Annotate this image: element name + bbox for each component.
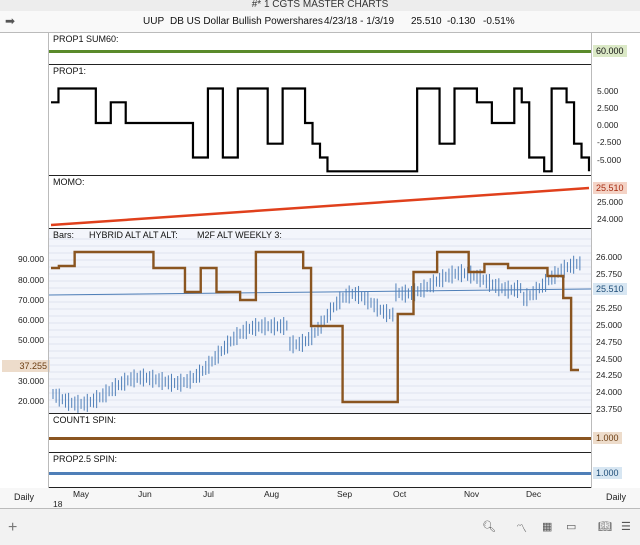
prop1-tick-5: -5.000 bbox=[597, 155, 622, 165]
panel-count1[interactable]: COUNT1 SPIN: bbox=[49, 414, 591, 453]
forward-arrow-icon[interactable]: ➡ bbox=[5, 14, 16, 28]
prop25-value-badge: 1.000 bbox=[593, 467, 622, 479]
time-axis[interactable]: Daily Daily 18 May Jun Jul Aug Sep Oct Nov Dec bbox=[0, 488, 640, 509]
left-tick-90: 90.000 bbox=[18, 254, 44, 264]
period-right[interactable]: Daily bbox=[606, 492, 627, 502]
right-tick-25750: 25.750 bbox=[596, 269, 622, 279]
prop1-series-line bbox=[51, 87, 591, 173]
left-scale-border bbox=[48, 33, 49, 508]
main-chart bbox=[49, 238, 591, 413]
right-scale-border bbox=[591, 33, 592, 508]
right-tick-25250: 25.250 bbox=[596, 303, 622, 313]
prop1-tick-3: 0.000 bbox=[597, 120, 619, 130]
main-label-hybrid: HYBRID ALT ALT ALT: bbox=[89, 230, 178, 240]
left-tick-80: 80.000 bbox=[18, 275, 44, 285]
month-label: Nov bbox=[464, 489, 480, 499]
prop1-tick-1: 5.000 bbox=[597, 86, 619, 96]
left-tick-70: 70.000 bbox=[18, 295, 44, 305]
search-icon[interactable]: 🔍︎ bbox=[482, 521, 496, 533]
momo-tick-1: 25.000 bbox=[597, 197, 623, 207]
sum60-value-badge: 60.000 bbox=[593, 45, 627, 57]
panel-momo[interactable]: MOMO: bbox=[49, 176, 591, 229]
right-tick-24500: 24.500 bbox=[596, 354, 622, 364]
layout-icon[interactable]: ▭ bbox=[566, 521, 577, 533]
prop1-tick-4: -2.500 bbox=[597, 137, 622, 147]
grid-icon[interactable]: ▦ bbox=[542, 521, 553, 533]
panel-main[interactable]: Bars: HYBRID ALT ALT ALT: M2F ALT WEEKLY… bbox=[49, 229, 591, 414]
header-bar: ➡ UUP DB US Dollar Bullish Powershares 4… bbox=[0, 11, 640, 33]
left-tick-20: 20.000 bbox=[18, 396, 44, 406]
sum60-line bbox=[49, 50, 591, 53]
year-label: 18 bbox=[53, 499, 63, 509]
period-left[interactable]: Daily bbox=[14, 492, 35, 502]
left-tick-50: 50.000 bbox=[18, 335, 44, 345]
month-label: Jul bbox=[203, 489, 214, 499]
right-tick-26000: 26.000 bbox=[596, 252, 622, 262]
panel-prop1[interactable]: PROP1: bbox=[49, 65, 591, 176]
month-label: Dec bbox=[526, 489, 542, 499]
last-price: 25.510 bbox=[411, 16, 442, 27]
left-value-badge: 37.255 bbox=[2, 360, 50, 372]
price-bars bbox=[52, 255, 581, 413]
right-tick-25000: 25.000 bbox=[596, 320, 622, 330]
left-tick-60: 60.000 bbox=[18, 315, 44, 325]
baseline-blue-line bbox=[49, 288, 591, 296]
momo-label: MOMO: bbox=[53, 177, 85, 187]
momo-value-badge: 25.510 bbox=[593, 182, 627, 194]
month-label: Jun bbox=[138, 489, 152, 499]
book-icon[interactable]: 📖︎ bbox=[598, 521, 612, 533]
sum60-label: PROP1 SUM60: bbox=[53, 34, 119, 44]
momo-chart bbox=[50, 186, 590, 227]
line-chart-icon[interactable]: 〽 bbox=[516, 523, 527, 535]
main-label-bars: Bars: bbox=[53, 230, 75, 240]
price-change: -0.130 bbox=[447, 16, 476, 27]
right-tick-24250: 24.250 bbox=[596, 370, 622, 380]
security-name: DB US Dollar Bullish Powershares bbox=[170, 16, 323, 27]
bottom-toolbar: + 🔍︎ 〽 ▦ ▭ 📖︎ ☰ bbox=[0, 509, 640, 545]
left-tick-30: 30.000 bbox=[18, 376, 44, 386]
prop1-tick-2: 2.500 bbox=[597, 103, 619, 113]
ticker: UUP bbox=[143, 16, 165, 27]
month-label: Aug bbox=[264, 489, 280, 499]
right-value-badge: 25.510 bbox=[593, 283, 627, 295]
prop1-label: PROP1: bbox=[53, 66, 87, 76]
month-label: Sep bbox=[337, 489, 353, 499]
month-label: May bbox=[73, 489, 90, 499]
right-tick-24750: 24.750 bbox=[596, 337, 622, 347]
panel-prop25[interactable]: PROP2.5 SPIN: bbox=[49, 453, 591, 488]
date-range: 4/23/18 - 1/3/19 bbox=[324, 16, 395, 27]
main-label-m2f: M2F ALT WEEKLY 3: bbox=[197, 230, 282, 240]
title-bar: #* 1 CGTS MASTER CHARTS bbox=[0, 0, 640, 11]
right-tick-24000: 24.000 bbox=[596, 387, 622, 397]
list-icon[interactable]: ☰ bbox=[621, 521, 631, 533]
add-icon[interactable]: + bbox=[8, 519, 18, 536]
percent-change: -0.51% bbox=[483, 16, 515, 27]
count1-label: COUNT1 SPIN: bbox=[53, 415, 117, 425]
right-tick-23750: 23.750 bbox=[596, 404, 622, 414]
count1-value-badge: 1.000 bbox=[593, 432, 622, 444]
prop25-label: PROP2.5 SPIN: bbox=[53, 454, 118, 464]
month-label: Oct bbox=[393, 489, 407, 499]
main-gridlines bbox=[49, 238, 591, 408]
momo-tick-2: 24.000 bbox=[597, 214, 623, 224]
momo-line bbox=[50, 186, 590, 227]
prop25-line bbox=[49, 472, 591, 475]
window-title: #* 1 CGTS MASTER CHARTS bbox=[251, 0, 389, 10]
hybrid-series-line bbox=[51, 250, 579, 404]
count1-line bbox=[49, 437, 591, 440]
prop1-chart bbox=[51, 87, 591, 173]
panel-sum60[interactable]: PROP1 SUM60: bbox=[49, 33, 591, 65]
